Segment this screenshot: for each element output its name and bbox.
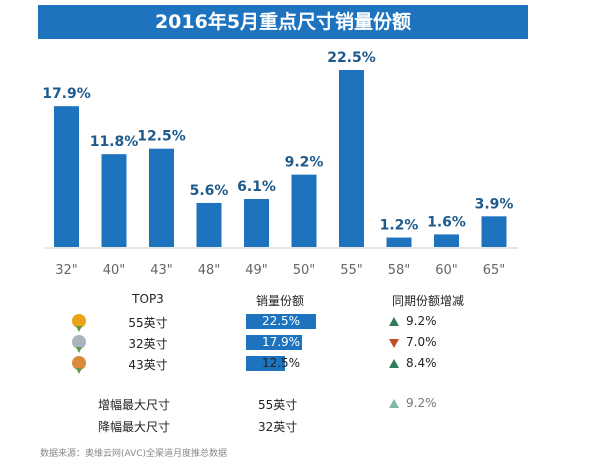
value-label-3: 5.6% [190, 183, 229, 199]
tick-label-7: 58" [388, 263, 411, 278]
bar-4 [244, 199, 269, 247]
max-increase-size: 55英寸 [258, 398, 298, 412]
tick-label-5: 50" [293, 263, 316, 278]
table-header-share: 销量份额 [255, 294, 304, 308]
bar-8 [434, 234, 459, 247]
share-label-1: 22.5% [261, 314, 301, 328]
tick-label-9: 65" [483, 263, 506, 278]
top3-size-3: 43英寸 [128, 358, 168, 372]
tick-label-1: 40" [103, 263, 126, 278]
table-header-top3: TOP3 [132, 292, 164, 306]
bar-6 [339, 70, 364, 247]
bar-9 [481, 216, 507, 247]
data-source-note: 数据来源：奥维云网(AVC)全渠道月度推总数据 [40, 449, 228, 459]
share-bar-2 [246, 335, 302, 350]
max-decrease-size: 32英寸 [258, 420, 298, 434]
change-2: 7.0% [406, 335, 437, 349]
share-bar-3 [246, 356, 285, 371]
arrow-down-icon [389, 339, 399, 348]
gold-medal-icon [72, 314, 86, 332]
top3-size-1: 55英寸 [128, 316, 168, 330]
bar-3 [196, 202, 222, 247]
bar-1 [101, 154, 127, 247]
value-label-9: 3.9% [475, 196, 514, 212]
value-label-4: 6.1% [237, 179, 276, 195]
bar-5 [291, 174, 317, 247]
tick-label-3: 48" [198, 263, 221, 278]
value-label-6: 22.5% [327, 50, 376, 66]
table-header-change: 同期份额增减 [391, 294, 464, 308]
bronze-medal-icon [72, 356, 86, 374]
arrow-up-icon [389, 359, 399, 368]
value-label-2: 12.5% [137, 129, 186, 145]
arrow-up-icon [389, 317, 399, 326]
change-1: 9.2% [406, 314, 437, 328]
value-label-7: 1.2% [380, 218, 419, 234]
tick-label-0: 32" [55, 263, 78, 278]
value-label-0: 17.9% [42, 86, 91, 102]
arrow-up-icon [389, 399, 399, 408]
silver-medal-icon [72, 335, 86, 353]
value-label-5: 9.2% [285, 155, 324, 171]
tick-label-6: 55" [340, 263, 363, 278]
chart-title: 2016年5月重点尺寸销量份额 [38, 5, 528, 39]
change-3: 8.4% [406, 356, 437, 370]
share-bar-1 [246, 314, 316, 329]
share-label-2: 17.9% [261, 335, 301, 349]
value-label-8: 1.6% [427, 214, 466, 230]
share-label-3: 12.5% [261, 356, 301, 370]
tick-label-4: 49" [245, 263, 268, 278]
tick-label-8: 60" [435, 263, 458, 278]
bar-7 [386, 237, 412, 247]
tick-label-2: 43" [150, 263, 173, 278]
max-decrease-label: 降幅最大尺寸 [98, 420, 171, 434]
bar-2 [149, 148, 174, 247]
max-increase-label: 增幅最大尺寸 [98, 398, 171, 412]
top3-size-2: 32英寸 [128, 337, 168, 351]
bar-chart: 17.9% 32" 11.8% 40" 12.5% 43" 5.6% 48" 6.1% 49" 9.… [42, 50, 518, 278]
value-label-1: 11.8% [90, 134, 139, 150]
max-increase-change: 9.2% [406, 396, 437, 410]
bar-0 [54, 106, 79, 247]
